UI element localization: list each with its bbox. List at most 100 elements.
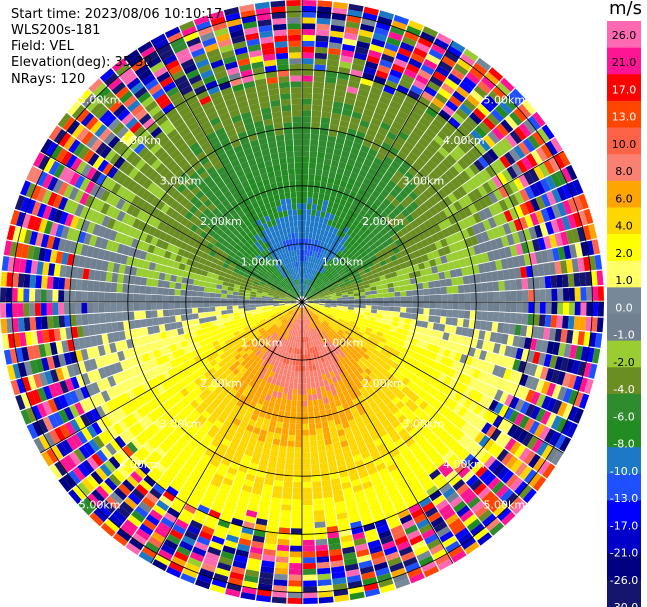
velocity-gate (164, 423, 175, 434)
velocity-gate (467, 377, 478, 389)
velocity-gate (534, 302, 541, 314)
velocity-gate (476, 292, 482, 302)
velocity-gate (106, 217, 116, 230)
velocity-gate (126, 401, 137, 413)
velocity-gate (267, 336, 273, 343)
velocity-gate (353, 289, 360, 294)
velocity-gate (219, 271, 226, 277)
velocity-gate (118, 264, 126, 274)
velocity-gate (567, 316, 575, 330)
velocity-gate (210, 504, 223, 514)
velocity-gate (109, 342, 117, 354)
velocity-gate (245, 509, 258, 518)
velocity-gate (307, 244, 311, 251)
velocity-gate (310, 244, 314, 251)
velocity-gate (320, 415, 328, 423)
velocity-gate (447, 45, 463, 58)
velocity-gate (461, 154, 473, 167)
velocity-gate (452, 189, 463, 201)
velocity-gate (281, 310, 288, 315)
velocity-gate (336, 307, 343, 311)
velocity-gate (121, 462, 134, 475)
velocity-gate (429, 295, 436, 302)
velocity-gate (224, 349, 232, 357)
velocity-gate (476, 339, 484, 350)
velocity-gate (203, 292, 210, 298)
velocity-gate (147, 351, 156, 361)
velocity-gate (455, 85, 470, 99)
velocity-gate (259, 571, 274, 580)
velocity-gate (558, 151, 571, 167)
velocity-gate (386, 514, 399, 524)
velocity-gate (306, 295, 312, 299)
velocity-gate (302, 510, 314, 517)
velocity-gate (370, 286, 377, 291)
velocity-gate (321, 330, 326, 336)
velocity-gate (358, 169, 368, 178)
velocity-gate (378, 414, 388, 424)
velocity-gate (255, 302, 262, 305)
velocity-gate (319, 298, 326, 301)
velocity-gate (209, 306, 216, 312)
velocity-gate (302, 423, 309, 430)
velocity-gate (580, 287, 587, 301)
velocity-gate (459, 335, 467, 345)
velocity-gate (340, 114, 351, 123)
velocity-gate (318, 259, 323, 266)
velocity-gate (565, 259, 574, 273)
velocity-gate (291, 303, 297, 307)
velocity-gate (312, 227, 318, 234)
velocity-gate (241, 334, 249, 340)
velocity-gate (180, 283, 188, 290)
velocity-gate (346, 504, 358, 512)
velocity-gate (333, 381, 340, 389)
velocity-gate (162, 490, 176, 502)
velocity-gate (179, 487, 192, 499)
velocity-gate (434, 257, 443, 266)
velocity-gate (231, 327, 239, 333)
velocity-gate (396, 540, 411, 551)
velocity-gate (538, 162, 550, 178)
velocity-gate (281, 428, 289, 435)
velocity-gate (460, 170, 471, 182)
velocity-gate (10, 379, 21, 396)
velocity-gate (405, 371, 414, 381)
velocity-gate (49, 429, 61, 445)
velocity-gate (543, 353, 552, 368)
velocity-gate (364, 133, 375, 143)
velocity-gate (257, 385, 265, 393)
velocity-gate (240, 382, 249, 390)
velocity-gate (324, 296, 331, 299)
velocity-gate (339, 120, 350, 128)
velocity-gate (428, 206, 438, 216)
velocity-gate (344, 250, 352, 257)
velocity-gate (400, 488, 413, 499)
velocity-gate (314, 64, 326, 71)
velocity-gate (204, 448, 215, 458)
velocity-gate (258, 577, 273, 585)
velocity-gate (215, 524, 229, 534)
velocity-gate (220, 306, 227, 311)
velocity-gate (428, 315, 435, 323)
velocity-gate (244, 296, 250, 300)
velocity-gate (445, 513, 459, 526)
velocity-gate (314, 174, 322, 182)
velocity-gate (37, 418, 49, 434)
velocity-gate (406, 389, 415, 399)
velocity-gate (506, 357, 516, 370)
velocity-gate (386, 320, 393, 326)
velocity-gate (288, 574, 302, 581)
velocity-gate (322, 397, 330, 405)
velocity-gate (535, 379, 545, 393)
velocity-gate (151, 386, 161, 397)
velocity-gate (91, 421, 103, 435)
velocity-gate (325, 264, 332, 271)
velocity-gate (265, 436, 273, 444)
velocity-gate (152, 408, 163, 419)
velocity-gate (321, 267, 326, 274)
velocity-gate (355, 276, 362, 281)
velocity-gate (258, 506, 270, 515)
velocity-gate (388, 31, 403, 42)
velocity-gate (98, 432, 110, 446)
velocity-gate (388, 519, 402, 530)
